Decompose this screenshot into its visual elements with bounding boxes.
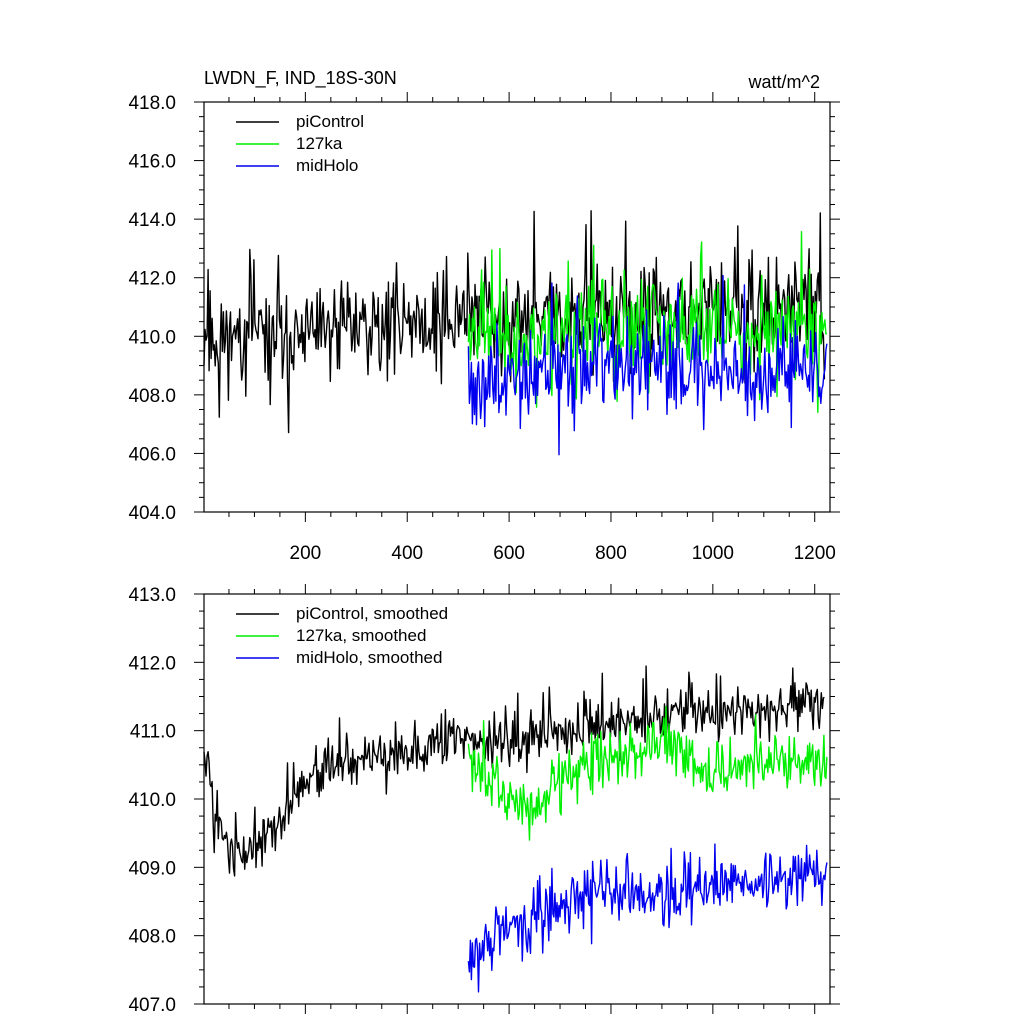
series-line-midholo-smoothed bbox=[467, 843, 828, 993]
legend-label: midHolo bbox=[296, 156, 358, 175]
x-tick-label: 400 bbox=[391, 543, 423, 564]
y-tick-label: 408.0 bbox=[128, 386, 176, 407]
y-tick-label: 409.0 bbox=[128, 858, 176, 879]
y-tick-label: 408.0 bbox=[128, 927, 176, 948]
series-line-midholo bbox=[467, 274, 828, 456]
x-tick-label: 800 bbox=[595, 543, 627, 564]
x-tick-label: 600 bbox=[493, 543, 525, 564]
series-group bbox=[203, 665, 828, 993]
legend: piControl 127ka midHolo bbox=[236, 112, 364, 175]
axes: 407.0 408.0 409.0 410.0 411.0 412.0 413.0 bbox=[128, 584, 840, 1016]
axes: 404.0 406.0 408.0 410.0 412.0 414.0 416.0 418.0… bbox=[128, 92, 840, 564]
y-tick-label: 414.0 bbox=[128, 210, 176, 231]
y-tick-label: 412.0 bbox=[128, 653, 176, 674]
y-tick-label: 410.0 bbox=[128, 790, 176, 811]
legend-label: 127ka bbox=[296, 134, 343, 153]
series-line-127ka bbox=[467, 230, 828, 413]
legend-label: 127ka, smoothed bbox=[296, 626, 426, 645]
units-label: watt/m^2 bbox=[748, 72, 820, 92]
y-tick-label: 410.0 bbox=[128, 327, 176, 348]
legend: piControl, smoothed 127ka, smoothed midHol… bbox=[236, 604, 448, 667]
y-tick-label: 406.0 bbox=[128, 444, 176, 465]
top-panel: LWDN_F, IND_18S-30N watt/m^2 404.0406.04… bbox=[128, 68, 840, 564]
x-tick-label: 1200 bbox=[794, 543, 836, 564]
y-tick-label: 418.0 bbox=[128, 93, 176, 114]
legend-label: piControl bbox=[296, 112, 364, 131]
x-tick-label: 1000 bbox=[692, 543, 734, 564]
series-line-127ka-smoothed bbox=[467, 706, 828, 841]
y-tick-label: 411.0 bbox=[130, 722, 176, 743]
bottom-panel: 407.0 408.0 409.0 410.0 411.0 412.0 413.0 piCo… bbox=[128, 584, 840, 1016]
series-line-picontrol-smoothed bbox=[203, 665, 825, 877]
y-tick-label: 407.0 bbox=[128, 995, 176, 1016]
y-tick-label: 413.0 bbox=[128, 585, 176, 606]
series-group bbox=[203, 210, 828, 456]
y-tick-label: 404.0 bbox=[128, 503, 176, 524]
y-tick-label: 416.0 bbox=[128, 152, 176, 173]
x-tick-label: 200 bbox=[290, 543, 322, 564]
legend-label: piControl, smoothed bbox=[296, 604, 448, 623]
chart-title: LWDN_F, IND_18S-30N bbox=[204, 68, 397, 89]
y-tick-label: 412.0 bbox=[128, 269, 176, 290]
legend-label: midHolo, smoothed bbox=[296, 648, 442, 667]
